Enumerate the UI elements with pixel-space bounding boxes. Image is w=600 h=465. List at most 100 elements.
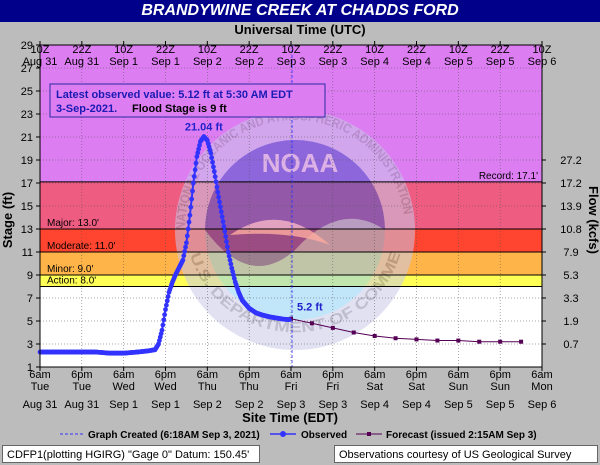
- x-tick-day: Tue: [31, 381, 50, 393]
- label-major: Major: 13.0': [47, 218, 99, 229]
- peak-label: 21.04 ft: [185, 122, 223, 134]
- x-tick-date: Sep 3: [277, 399, 306, 411]
- top-tick-time: 22Z: [156, 44, 175, 56]
- observed-point: [215, 189, 221, 195]
- observed-point: [164, 298, 170, 304]
- x-tick-date: Aug 31: [23, 399, 58, 411]
- forecast-point: [414, 337, 419, 342]
- observed-point: [189, 196, 195, 202]
- info-line-2-date: 3-Sep-2021.: [56, 103, 117, 115]
- forecast-point: [456, 338, 461, 343]
- observed-point: [213, 179, 219, 185]
- info-line-2-flood: Flood Stage is 9 ft: [132, 103, 227, 115]
- x-tick-day: Wed: [112, 381, 134, 393]
- x-tick-day: Wed: [154, 381, 176, 393]
- forecast-point: [309, 321, 314, 326]
- observed-point: [190, 188, 195, 194]
- flow-tick-label: 1.9: [563, 316, 578, 328]
- top-tick-date: Aug 31: [23, 56, 58, 68]
- x-tick-date: Sep 5: [444, 399, 473, 411]
- observed-point: [217, 199, 222, 205]
- observed-point: [159, 327, 165, 333]
- x-tick-day: Fri: [285, 381, 298, 393]
- observed-point: [196, 146, 202, 152]
- observed-point: [223, 234, 229, 239]
- label-record: Record: 17.1': [479, 171, 538, 182]
- top-tick-date: Sep 1: [151, 56, 180, 68]
- y-tick-label: 9: [27, 270, 33, 282]
- y-tick-label: 17: [21, 178, 33, 190]
- x-tick-time: 6pm: [238, 369, 259, 381]
- top-tick-time: 10Z: [114, 44, 133, 56]
- observed-point: [218, 209, 224, 215]
- flood-category-labels: Record: 17.1' Major: 13.0' Moderate: 11.0'…: [40, 171, 542, 287]
- observed-point: [228, 261, 234, 267]
- watermark-gull: [230, 219, 330, 245]
- x-tick-time: 6am: [280, 369, 301, 381]
- top-tick-date: Sep 5: [444, 56, 473, 68]
- observed-point: [221, 224, 227, 229]
- forecast-point: [498, 339, 503, 344]
- y-tick-label: 1: [27, 362, 33, 374]
- observed-point: [185, 226, 191, 232]
- top-tick-date: Sep 5: [486, 56, 515, 68]
- observed-point: [163, 302, 169, 308]
- legend-observed-label: Observed: [301, 430, 347, 441]
- observed-point: [220, 219, 226, 224]
- chart-title: BRANDYWINE CREEK AT CHADDS FORD: [0, 0, 600, 22]
- top-tick-time: 22Z: [491, 44, 510, 56]
- forecast-line: [290, 318, 522, 343]
- y-tick-label: 5: [27, 316, 33, 328]
- top-tick-date: Sep 6: [528, 56, 557, 68]
- latest-label: 5.2 ft: [297, 302, 323, 314]
- observed-point: [225, 249, 231, 255]
- top-tick-date: Aug 31: [64, 56, 99, 68]
- observed-point: [211, 164, 216, 170]
- legend-forecast-label: Forecast (issued 2:15AM Sep 3): [386, 430, 537, 441]
- observed-point: [181, 253, 187, 259]
- x-tick-time: 6am: [29, 369, 50, 381]
- observed-point: [222, 228, 228, 234]
- watermark-center-text: NOAA: [262, 148, 339, 178]
- top-tick-date: Sep 4: [360, 56, 389, 68]
- observed-point: [197, 142, 202, 148]
- flow-tick-label: 13.9: [560, 201, 581, 213]
- top-tick-time: 10Z: [449, 44, 468, 56]
- x-tick-day: Thu: [198, 381, 217, 393]
- y-right-title: Flow (kcfs): [586, 186, 600, 254]
- y-tick-label: 11: [22, 247, 33, 259]
- top-tick-time: 22Z: [323, 44, 342, 56]
- top-tick-time: 22Z: [72, 44, 91, 56]
- legend-forecast-marker: [367, 432, 371, 436]
- observed-point: [161, 317, 167, 323]
- x-tick-time: 6am: [113, 369, 134, 381]
- observed-point: [182, 249, 188, 254]
- y-tick-label: 13: [21, 224, 33, 236]
- observed-point: [218, 204, 223, 210]
- observed-point: [184, 233, 190, 239]
- top-tick-time: 10Z: [31, 44, 50, 56]
- top-tick-date: Sep 2: [235, 56, 264, 68]
- x-tick-date: Sep 2: [193, 399, 222, 411]
- watermark-upper-half: [205, 140, 385, 266]
- x-tick-time: 6pm: [322, 369, 343, 381]
- observed-point: [188, 204, 194, 210]
- forecast-point: [330, 325, 335, 330]
- observed-point: [195, 150, 201, 156]
- footer-credit: Observations courtesy of US Geological S…: [334, 445, 598, 463]
- observed-point: [162, 312, 168, 318]
- legend-observed-marker: [280, 431, 286, 437]
- flow-tick-label: 10.8: [560, 224, 581, 236]
- observed-point: [190, 180, 196, 186]
- observed-point: [211, 169, 217, 174]
- x-tick-day: Sat: [366, 381, 383, 393]
- data-series: 21.04 ft 5.2 ft: [37, 45, 524, 367]
- label-moderate: Moderate: 11.0': [47, 241, 116, 252]
- observed-point: [216, 194, 222, 200]
- observed-point: [224, 244, 230, 250]
- x-tick-date: Sep 6: [528, 399, 557, 411]
- observed-point: [226, 253, 232, 259]
- observed-point: [191, 173, 197, 179]
- observed-point: [180, 257, 186, 263]
